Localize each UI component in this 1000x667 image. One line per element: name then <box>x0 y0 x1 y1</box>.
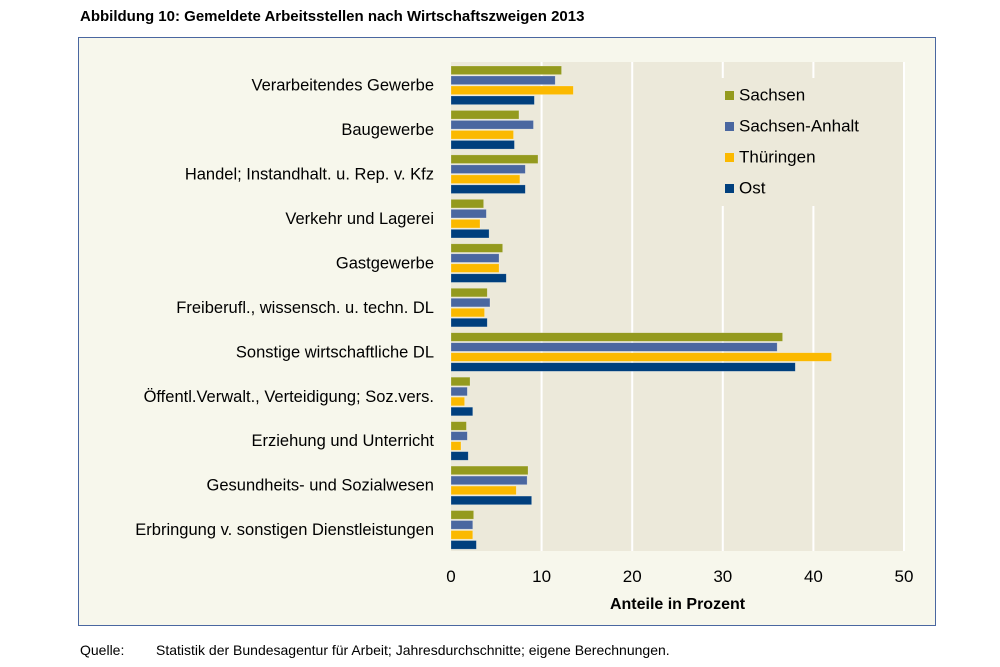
bar-th-ringen <box>450 85 574 95</box>
bar-sachsen <box>450 243 503 253</box>
legend-label: Thüringen <box>739 147 816 166</box>
bar-th-ringen <box>450 396 465 407</box>
category-label: Sonstige wirtschaftliche DL <box>236 343 434 361</box>
legend-swatch <box>725 122 734 131</box>
legend-swatch <box>725 153 734 162</box>
bar-ost <box>450 495 532 505</box>
bar-th-ringen <box>450 130 514 140</box>
bar-ost <box>450 540 477 550</box>
bar-sachsen <box>450 154 539 164</box>
x-tick-label: 0 <box>446 567 455 586</box>
bar-sachsen-anhalt <box>450 342 778 352</box>
bar-sachsen-anhalt <box>450 209 487 219</box>
bar-sachsen-anhalt <box>450 164 526 174</box>
legend-swatch <box>725 184 734 193</box>
bar-th-ringen <box>450 174 521 184</box>
bar-sachsen-anhalt <box>450 253 500 263</box>
x-tick-label: 10 <box>532 567 551 586</box>
bar-th-ringen <box>450 352 832 362</box>
bar-th-ringen <box>450 219 481 229</box>
category-label: Verarbeitendes Gewerbe <box>251 77 434 95</box>
bar-ost <box>450 140 515 150</box>
bar-sachsen <box>450 199 484 209</box>
bar-sachsen-anhalt <box>450 297 491 308</box>
bar-ost <box>450 95 535 105</box>
legend-label: Sachsen-Anhalt <box>739 116 859 135</box>
legend-label: Ost <box>739 178 766 197</box>
category-label: Erbringung v. sonstigen Dienstleistungen <box>135 521 434 539</box>
category-label: Freiberufl., wissensch. u. techn. DL <box>176 299 434 317</box>
bar-th-ringen <box>450 263 500 273</box>
bar-sachsen <box>450 510 474 520</box>
bar-sachsen-anhalt <box>450 120 534 130</box>
x-tick-label: 30 <box>713 567 732 586</box>
chart-title: Abbildung 10: Gemeldete Arbeitsstellen n… <box>80 8 585 25</box>
legend-label: Sachsen <box>739 85 805 104</box>
bar-ost <box>450 184 526 194</box>
bar-sachsen-anhalt <box>450 475 528 485</box>
bar-ost <box>450 406 474 417</box>
bar-sachsen-anhalt <box>450 386 468 397</box>
legend-swatch <box>725 91 734 100</box>
category-label: Gastgewerbe <box>336 254 434 272</box>
bar-th-ringen <box>450 307 485 318</box>
category-label: Handel; Instandhalt. u. Rep. v. Kfz <box>185 165 434 183</box>
bar-ost <box>450 273 507 283</box>
bar-sachsen <box>450 465 529 475</box>
x-axis-label: Anteile in Prozent <box>610 596 746 613</box>
bar-sachsen <box>450 376 471 387</box>
category-label: Erziehung und Unterricht <box>251 432 434 450</box>
source-text: Statistik der Bundesagentur für Arbeit; … <box>156 642 670 658</box>
bar-sachsen-anhalt <box>450 75 556 85</box>
bar-th-ringen <box>450 530 474 540</box>
category-label: Öffentl.Verwalt., Verteidigung; Soz.vers… <box>144 388 434 406</box>
bar-ost <box>450 451 469 461</box>
bar-sachsen <box>450 65 562 75</box>
bar-sachsen-anhalt <box>450 520 474 530</box>
category-label: Gesundheits- und Sozialwesen <box>207 477 434 495</box>
x-tick-label: 20 <box>623 567 642 586</box>
source-label: Quelle: <box>80 642 125 658</box>
bar-th-ringen <box>450 441 462 451</box>
bar-sachsen <box>450 332 783 342</box>
bar-th-ringen <box>450 485 517 495</box>
bar-sachsen <box>450 287 488 298</box>
bar-sachsen <box>450 110 520 120</box>
bar-ost <box>450 317 488 328</box>
legend <box>714 78 884 206</box>
category-label: Verkehr und Lagerei <box>285 210 434 228</box>
bar-sachsen-anhalt <box>450 431 468 441</box>
bar-ost <box>450 229 490 239</box>
category-label: Baugewerbe <box>341 121 434 139</box>
source-note: Quelle: Statistik der Bundesagentur für A… <box>80 642 670 658</box>
bar-ost <box>450 362 796 372</box>
x-tick-label: 40 <box>804 567 823 586</box>
bar-sachsen <box>450 421 467 431</box>
x-tick-label: 50 <box>895 567 914 586</box>
